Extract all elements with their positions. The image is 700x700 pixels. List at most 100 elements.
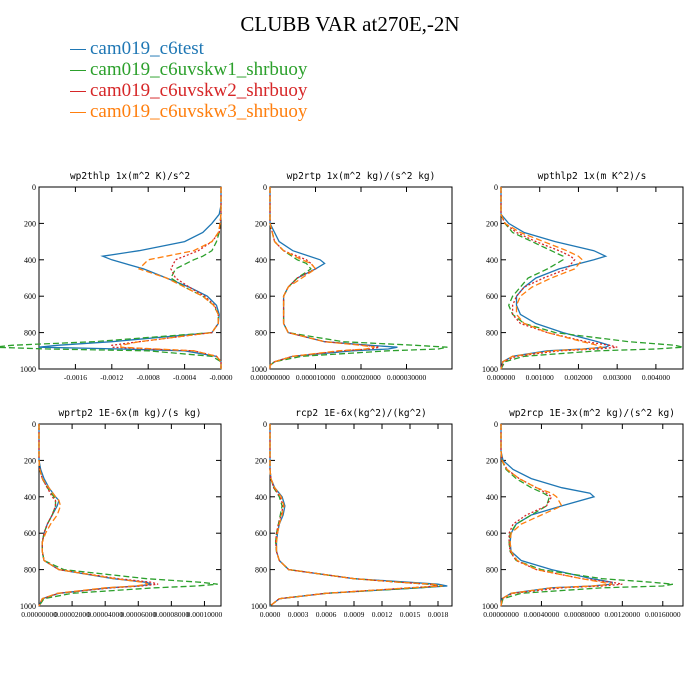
x-tick-label: -0.0008	[137, 373, 160, 382]
x-tick-label: 0.0009	[344, 610, 365, 619]
figure-title: CLUBB VAR at270E,-2N	[240, 12, 460, 36]
series-line	[38, 424, 218, 607]
series-line	[38, 424, 149, 607]
legend-swatch	[70, 112, 86, 114]
legend-label: cam019_c6test	[90, 38, 204, 59]
x-tick-label: 0.003000	[603, 373, 631, 382]
legend-label: cam019_c6uvskw2_shrbuoy	[90, 80, 308, 101]
y-tick-label: 800	[486, 566, 498, 575]
y-tick-label: 1000	[482, 365, 498, 374]
plot-frame	[269, 423, 453, 607]
series-line	[269, 187, 398, 369]
legend-swatch	[70, 49, 86, 51]
x-tick-label: 0.002000	[564, 373, 592, 382]
x-tick-label: 0.00000000	[21, 610, 57, 619]
legend-item-c6test: cam019_c6test	[70, 38, 307, 59]
plot-frame	[38, 423, 222, 607]
series-line	[500, 187, 604, 370]
panel-title: wp2rtp 1x(m^2 kg)/(s^2 kg)	[287, 171, 436, 182]
legend-swatch	[70, 70, 86, 72]
legend-swatch	[70, 91, 86, 93]
legend: cam019_c6test cam019_c6uvskw1_shrbuoy ca…	[70, 38, 307, 122]
x-tick-label: 0.00008000	[154, 610, 190, 619]
x-tick-label: 0.000020000	[341, 373, 381, 382]
panel-title: wpthlp2 1x(m K^2)/s	[538, 171, 647, 182]
y-tick-label: 400	[24, 493, 36, 502]
x-tick-label: 0.004000	[642, 373, 670, 382]
y-tick-label: 0	[263, 183, 267, 192]
y-tick-label: 1000	[251, 365, 267, 374]
y-tick-label: 200	[24, 456, 36, 465]
x-tick-label: 0.00006000	[120, 610, 156, 619]
series-line	[500, 187, 612, 370]
x-tick-label: -0.0016	[64, 373, 87, 382]
plot-frame	[500, 423, 684, 607]
y-tick-label: 800	[255, 566, 267, 575]
panel-title: wp2thlp 1x(m^2 K)/s^2	[70, 171, 190, 182]
x-tick-label: 0.0003	[288, 610, 309, 619]
y-tick-label: 1000	[20, 365, 36, 374]
y-tick-label: 0	[263, 420, 267, 429]
y-tick-label: 600	[486, 529, 498, 538]
panel-title: wp2rcp 1E-3x(m^2 kg)/(s^2 kg)	[509, 408, 675, 419]
series-line	[500, 187, 684, 370]
y-tick-label: 200	[255, 219, 267, 228]
y-tick-label: 200	[486, 219, 498, 228]
x-tick-label: 0.00080000	[564, 610, 600, 619]
series-line	[111, 187, 222, 369]
y-tick-label: 0	[494, 183, 498, 192]
series-line	[38, 187, 222, 369]
legend-label: cam019_c6uvskw1_shrbuoy	[90, 59, 308, 80]
plot-frame	[500, 186, 684, 370]
x-tick-label: 0.0018	[428, 610, 449, 619]
x-tick-label: 0.001000	[526, 373, 554, 382]
y-tick-label: 800	[486, 329, 498, 338]
x-tick-label: 0.0006	[316, 610, 337, 619]
x-tick-label: 0.00040000	[524, 610, 560, 619]
y-tick-label: 0	[32, 183, 36, 192]
x-tick-label: -0.0012	[100, 373, 123, 382]
x-tick-label: 0.00160000	[645, 610, 681, 619]
x-tick-label: 0.0000	[260, 610, 281, 619]
series-line	[38, 424, 152, 607]
x-tick-label: -0.0000	[209, 373, 232, 382]
x-tick-label: 0.00120000	[605, 610, 641, 619]
series-line	[269, 424, 443, 607]
series-line	[500, 424, 613, 607]
x-tick-label: 0.00010000	[187, 610, 223, 619]
series-line	[269, 187, 375, 369]
legend-item-uvskw2: cam019_c6uvskw2_shrbuoy	[70, 80, 307, 101]
x-tick-label: 0.0012	[372, 610, 393, 619]
x-tick-label: 0.000000	[487, 373, 515, 382]
y-tick-label: 800	[255, 329, 267, 338]
x-tick-label: 0.00000000	[483, 610, 519, 619]
y-tick-label: 600	[24, 529, 36, 538]
y-tick-label: 800	[24, 566, 36, 575]
legend-item-uvskw3: cam019_c6uvskw3_shrbuoy	[70, 101, 307, 122]
legend-item-uvskw1: cam019_c6uvskw1_shrbuoy	[70, 59, 307, 80]
series-line	[38, 424, 159, 607]
y-tick-label: 200	[255, 456, 267, 465]
x-tick-label: 0.000000000	[250, 373, 290, 382]
y-tick-label: 600	[255, 529, 267, 538]
series-line	[500, 424, 613, 607]
y-tick-label: 600	[486, 292, 498, 301]
x-tick-label: 0.0015	[400, 610, 421, 619]
series-line	[269, 424, 443, 607]
plot-frame	[38, 186, 222, 370]
y-tick-label: 400	[486, 493, 498, 502]
series-line	[120, 187, 222, 369]
y-tick-label: 600	[255, 292, 267, 301]
y-tick-label: 1000	[482, 602, 498, 611]
panel-title: wprtp2 1E-6x(m kg)/(s kg)	[59, 408, 202, 419]
y-tick-label: 1000	[20, 602, 36, 611]
series-line	[500, 187, 618, 370]
y-tick-label: 400	[255, 493, 267, 502]
x-tick-label: 0.00002000	[54, 610, 90, 619]
y-tick-label: 1000	[251, 602, 267, 611]
y-tick-label: 800	[24, 329, 36, 338]
y-tick-label: 400	[24, 256, 36, 265]
x-tick-label: 0.00004000	[87, 610, 123, 619]
